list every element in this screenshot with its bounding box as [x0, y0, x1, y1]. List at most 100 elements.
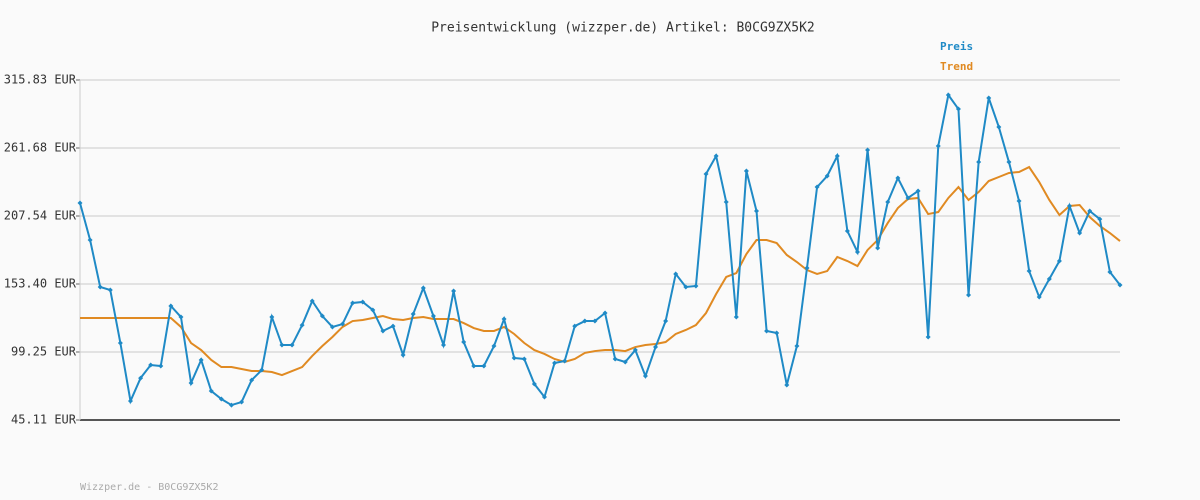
- data-point: [521, 356, 527, 362]
- data-point: [87, 237, 93, 243]
- data-point: [925, 334, 931, 340]
- data-point: [935, 143, 941, 149]
- data-point: [1117, 282, 1123, 288]
- data-point: [1036, 294, 1042, 300]
- data-point: [178, 314, 184, 320]
- data-point: [804, 265, 810, 271]
- data-point: [774, 330, 780, 336]
- data-point: [107, 287, 113, 293]
- data-point: [319, 313, 325, 319]
- data-point: [269, 314, 275, 320]
- data-point: [491, 343, 497, 349]
- data-point: [875, 245, 881, 251]
- data-point: [511, 355, 517, 361]
- data-point: [632, 347, 638, 353]
- data-point: [976, 159, 982, 165]
- data-point: [743, 168, 749, 174]
- data-point: [420, 285, 426, 291]
- data-point: [430, 313, 436, 319]
- data-point: [400, 352, 406, 358]
- data-point: [784, 382, 790, 388]
- data-point: [471, 363, 477, 369]
- y-tick-label: 45.11 EUR: [11, 413, 77, 427]
- data-point: [1026, 268, 1032, 274]
- data-point: [683, 284, 689, 290]
- data-point: [764, 328, 770, 334]
- data-point: [622, 359, 628, 365]
- data-point: [794, 343, 800, 349]
- series-line: [80, 165, 1121, 377]
- data-point: [410, 311, 416, 317]
- data-point: [117, 340, 123, 346]
- data-point: [481, 363, 487, 369]
- data-point: [865, 147, 871, 153]
- data-point: [592, 318, 598, 324]
- data-point: [279, 342, 285, 348]
- data-point: [1087, 208, 1093, 214]
- data-point: [461, 339, 467, 345]
- data-point: [754, 208, 760, 214]
- chart-title: Preisentwicklung (wizzper.de) Artikel: B…: [431, 21, 815, 36]
- data-point: [360, 299, 366, 305]
- data-point: [340, 321, 346, 327]
- data-point: [350, 300, 356, 306]
- data-point: [673, 271, 679, 277]
- data-point: [642, 373, 648, 379]
- data-point: [663, 318, 669, 324]
- data-point: [451, 288, 457, 294]
- data-point: [329, 324, 335, 330]
- data-point: [1056, 258, 1062, 264]
- data-point: [844, 228, 850, 234]
- data-point: [824, 173, 830, 179]
- data-point: [148, 362, 154, 368]
- data-point: [1016, 198, 1022, 204]
- y-tick-label: 153.40 EUR: [4, 276, 77, 290]
- data-point: [703, 171, 709, 177]
- data-point: [945, 92, 951, 98]
- data-point: [77, 200, 83, 206]
- y-tick-label: 315.83 EUR: [4, 73, 77, 87]
- data-point: [572, 323, 578, 329]
- data-point: [834, 153, 840, 159]
- data-point: [885, 199, 891, 205]
- data-point: [198, 357, 204, 363]
- data-point: [249, 377, 255, 383]
- data-point: [1077, 230, 1083, 236]
- data-point: [1006, 159, 1012, 165]
- data-point: [531, 381, 537, 387]
- data-point: [218, 396, 224, 402]
- data-point: [552, 360, 558, 366]
- data-point: [501, 316, 507, 322]
- data-point: [228, 402, 234, 408]
- series-line: [79, 92, 1121, 407]
- data-point: [380, 328, 386, 334]
- data-point: [905, 195, 911, 201]
- legend-label: Preis: [940, 40, 973, 53]
- data-point: [996, 124, 1002, 130]
- footer: Wizzper.de - B0CG9ZX5K2: [80, 482, 218, 493]
- data-point: [955, 106, 961, 112]
- y-tick-label: 99.25 EUR: [11, 345, 77, 359]
- y-tick-label: 207.54 EUR: [4, 209, 77, 223]
- data-point: [612, 356, 618, 362]
- data-point: [208, 388, 214, 394]
- data-point: [713, 153, 719, 159]
- data-point: [299, 322, 305, 328]
- data-point: [440, 342, 446, 348]
- data-point: [602, 310, 608, 316]
- data-point: [188, 380, 194, 386]
- data-point: [309, 298, 315, 304]
- data-point: [562, 358, 568, 364]
- data-point: [370, 307, 376, 313]
- data-point: [1046, 276, 1052, 282]
- data-point: [138, 375, 144, 381]
- data-point: [966, 292, 972, 298]
- data-point: [390, 323, 396, 329]
- data-point: [289, 342, 295, 348]
- data-point: [541, 394, 547, 400]
- data-point: [653, 344, 659, 350]
- data-point: [259, 367, 265, 373]
- data-point: [1107, 269, 1113, 275]
